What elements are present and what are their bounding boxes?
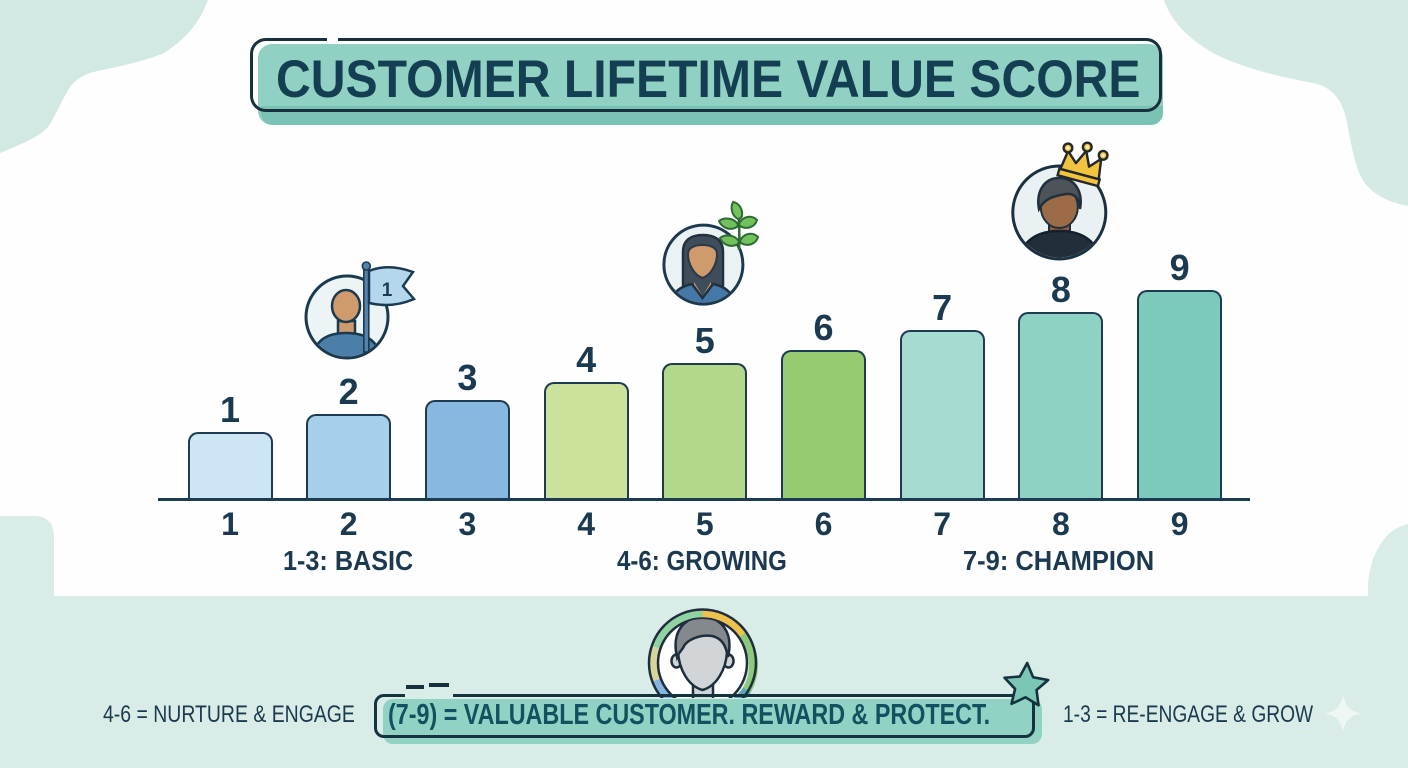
svg-text:1: 1 — [382, 280, 393, 301]
